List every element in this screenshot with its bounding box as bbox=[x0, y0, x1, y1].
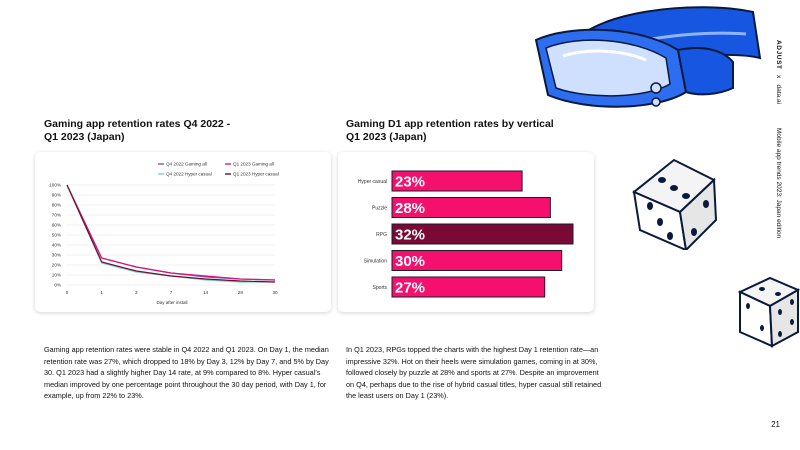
y-tick-label: 50% bbox=[52, 233, 61, 238]
bar-value-label: 23% bbox=[395, 174, 425, 191]
bar bbox=[391, 276, 546, 298]
line-chart-legend: Q4 2022 Gaming all Q1 2023 Gaming all Q4 2… bbox=[158, 162, 279, 177]
y-tick-label: 100% bbox=[49, 183, 61, 188]
line-chart-x-axis: 0 1 3 7 14 28 30 bbox=[66, 290, 278, 295]
series-line bbox=[66, 184, 276, 281]
line-chart-title: Gaming app retention rates Q4 2022 - Q1 … bbox=[44, 118, 244, 144]
bar-value-label: 32% bbox=[395, 227, 425, 244]
line-chart-description: Gaming app retention rates were stable i… bbox=[44, 345, 329, 401]
legend-label: Q4 2022 Gaming all bbox=[166, 162, 207, 167]
data-ai-logo: data.ai bbox=[775, 84, 782, 105]
y-tick-label: 90% bbox=[52, 193, 61, 198]
line-chart-title-line2: Q1 2023 (Japan) bbox=[44, 131, 125, 143]
bar bbox=[391, 170, 523, 192]
line-chart-grid bbox=[67, 184, 275, 286]
line-chart-xlabel: Day after install bbox=[156, 300, 187, 305]
line-chart-y-axis: 0% 10% 20% 30% 40% 50% 60% 70% 80% 90% 100% bbox=[49, 183, 61, 288]
side-branding: ADJUST x data.ai Mobile app trends 2023:… bbox=[775, 40, 782, 260]
y-tick-label: 0% bbox=[54, 283, 61, 288]
category-label: RPG bbox=[376, 232, 387, 238]
x-tick-label: 14 bbox=[203, 290, 209, 295]
bar-chart-card: Hyper casual Puzzle RPG Simulation Sports 23… bbox=[338, 152, 594, 312]
y-tick-label: 40% bbox=[52, 243, 61, 248]
bar bbox=[391, 250, 563, 271]
y-tick-label: 60% bbox=[52, 223, 61, 228]
series-line bbox=[66, 184, 276, 283]
category-label: Simulation bbox=[364, 258, 388, 264]
series-line bbox=[66, 184, 276, 281]
line-chart: Q4 2022 Gaming all Q1 2023 Gaming all Q4 2… bbox=[49, 162, 279, 305]
bar bbox=[391, 223, 574, 245]
bar-chart-title-line2: Q1 2023 (Japan) bbox=[346, 131, 427, 143]
bar-chart: Hyper casual Puzzle RPG Simulation Sports 23… bbox=[358, 170, 574, 298]
x-tick-label: 28 bbox=[238, 290, 244, 295]
dice-small-icon bbox=[737, 276, 800, 348]
report-tagline: Mobile app trends 2023: Japan edition bbox=[775, 127, 782, 239]
legend-label: Q1 2023 Gaming all bbox=[233, 162, 274, 167]
bar-chart-description: In Q1 2023, RPGs topped the charts with … bbox=[346, 345, 602, 401]
adjust-logo: ADJUST bbox=[775, 40, 782, 70]
x-tick-label: 30 bbox=[272, 290, 278, 295]
line-chart-series bbox=[66, 184, 276, 283]
y-tick-label: 10% bbox=[52, 273, 61, 278]
y-tick-label: 20% bbox=[52, 263, 61, 268]
bar-chart-value-labels: 23% 28% 32% 30% 27% bbox=[395, 174, 425, 297]
dice-icon bbox=[632, 158, 718, 250]
legend-label: Q1 2023 Hyper casual bbox=[233, 172, 279, 177]
bar bbox=[391, 197, 551, 218]
page-number: 21 bbox=[771, 420, 780, 429]
bar-value-label: 27% bbox=[395, 280, 425, 297]
bar-chart-bars bbox=[391, 170, 574, 298]
category-label: Puzzle bbox=[372, 205, 387, 211]
bar-chart-categories: Hyper casual Puzzle RPG Simulation Sports bbox=[358, 179, 388, 291]
series-line bbox=[66, 184, 275, 283]
line-chart-title-line1: Gaming app retention rates Q4 2022 - bbox=[44, 118, 231, 130]
line-chart-card: Q4 2022 Gaming all Q1 2023 Gaming all Q4 2… bbox=[35, 152, 331, 312]
bar-value-label: 28% bbox=[395, 200, 425, 217]
y-tick-label: 70% bbox=[52, 213, 61, 218]
bar-chart-title: Gaming D1 app retention rates by vertica… bbox=[346, 118, 566, 144]
bar-value-label: 30% bbox=[395, 253, 425, 270]
branding-separator: x bbox=[775, 75, 782, 79]
y-tick-label: 30% bbox=[52, 253, 61, 258]
y-tick-label: 80% bbox=[52, 203, 61, 208]
category-label: Hyper casual bbox=[358, 179, 387, 185]
x-tick-label: 0 bbox=[66, 290, 69, 295]
bar-chart-title-line1: Gaming D1 app retention rates by vertica… bbox=[346, 118, 554, 130]
x-tick-label: 1 bbox=[100, 290, 103, 295]
x-tick-label: 7 bbox=[170, 290, 173, 295]
vr-headset-icon bbox=[534, 6, 762, 108]
x-tick-label: 3 bbox=[135, 290, 138, 295]
category-label: Sports bbox=[373, 285, 388, 291]
legend-label: Q4 2022 Hyper casual bbox=[166, 172, 212, 177]
